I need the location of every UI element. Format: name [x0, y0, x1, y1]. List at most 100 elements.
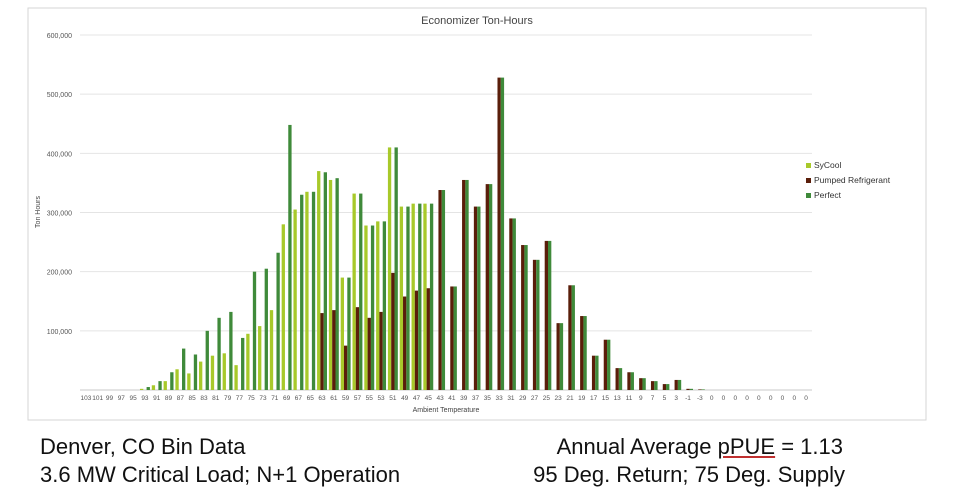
x-tick-label: 0 — [804, 395, 808, 402]
legend-label: Pumped Refrigerant — [814, 175, 891, 185]
x-tick-label: 95 — [130, 395, 138, 402]
bar-perfect — [229, 311, 233, 390]
bar-pumped-refrigerant — [686, 388, 690, 390]
bar-pumped-refrigerant — [556, 323, 560, 390]
y-tick-label: 400,000 — [47, 151, 72, 158]
x-tick-label: 49 — [401, 395, 409, 402]
bar-pumped-refrigerant — [379, 311, 383, 390]
x-tick-label: 69 — [283, 395, 291, 402]
bar-sycool — [340, 277, 344, 390]
x-tick-label: 75 — [248, 395, 256, 402]
bar-sycool — [187, 373, 191, 390]
bar-pumped-refrigerant — [414, 290, 419, 390]
caption-ppue-term: pPUE — [717, 434, 776, 459]
bar-sycool — [423, 203, 427, 391]
x-tick-label: 27 — [531, 395, 539, 402]
x-tick-label: 7 — [651, 395, 655, 402]
x-tick-label: -3 — [697, 395, 703, 402]
x-tick-label: 41 — [448, 395, 456, 402]
x-tick-label: 89 — [165, 395, 173, 402]
x-tick-label: 85 — [189, 395, 197, 402]
x-tick-label: 65 — [307, 395, 315, 402]
x-tick-label: 29 — [519, 395, 527, 402]
bar-perfect — [677, 379, 682, 390]
x-tick-label: 81 — [212, 395, 220, 402]
bar-perfect — [595, 355, 599, 390]
y-tick-label: 500,000 — [47, 92, 72, 99]
bar-perfect — [418, 203, 422, 391]
x-tick-label: 71 — [271, 395, 279, 402]
bar-pumped-refrigerant — [403, 296, 407, 390]
x-tick-label: 25 — [543, 395, 551, 402]
x-tick-label: 19 — [578, 395, 586, 402]
x-tick-label: 37 — [472, 395, 480, 402]
x-tick-label: -1 — [685, 395, 691, 402]
bar-sycool — [151, 385, 156, 390]
bar-perfect — [205, 330, 209, 390]
bar-pumped-refrigerant — [591, 355, 596, 390]
bar-pumped-refrigerant — [639, 378, 643, 390]
x-tick-label: 99 — [106, 395, 114, 402]
bar-sycool — [399, 206, 404, 390]
bar-sycool — [305, 191, 309, 390]
bar-pumped-refrigerant — [662, 384, 667, 390]
x-tick-label: 51 — [389, 395, 397, 402]
bar-pumped-refrigerant — [343, 345, 348, 391]
y-tick-label: 300,000 — [47, 211, 72, 218]
bar-pumped-refrigerant — [367, 317, 371, 390]
caption-load: 3.6 MW Critical Load; N+1 Operation — [40, 462, 401, 487]
bar-sycool — [139, 388, 144, 390]
x-tick-label: 13 — [614, 395, 622, 402]
bar-pumped-refrigerant — [391, 272, 395, 390]
x-tick-label: 79 — [224, 395, 232, 402]
x-tick-label: 73 — [259, 395, 267, 402]
bar-sycool — [281, 224, 285, 390]
x-tick-label: 3 — [674, 395, 678, 402]
bar-perfect — [182, 348, 186, 390]
x-tick-label: 31 — [507, 395, 515, 402]
bar-perfect — [252, 271, 257, 390]
x-tick-label: 17 — [590, 395, 598, 402]
x-tick-label: 59 — [342, 395, 350, 402]
y-tick-label: 100,000 — [47, 329, 72, 336]
bar-perfect — [347, 277, 351, 390]
bar-pumped-refrigerant — [544, 240, 549, 390]
bar-sycool — [246, 333, 250, 390]
bar-perfect — [359, 193, 363, 390]
bar-pumped-refrigerant — [462, 179, 466, 390]
bar-perfect — [300, 194, 304, 390]
bar-perfect — [370, 225, 375, 390]
x-tick-label: 57 — [354, 395, 362, 402]
bar-pumped-refrigerant — [450, 286, 454, 390]
legend-label: SyCool — [814, 160, 842, 170]
bar-pumped-refrigerant — [603, 339, 608, 390]
bar-pumped-refrigerant — [473, 206, 478, 390]
bar-perfect — [193, 354, 198, 390]
bar-pumped-refrigerant — [650, 381, 655, 391]
bar-sycool — [376, 221, 380, 391]
bar-perfect — [583, 316, 587, 390]
chart-title: Economizer Ton-Hours — [421, 15, 533, 27]
caption-ppue-prefix: Annual Average — [556, 434, 718, 459]
x-tick-label: 91 — [153, 395, 161, 402]
bar-perfect — [241, 337, 245, 390]
x-tick-label: 0 — [781, 395, 785, 402]
bar-pumped-refrigerant — [615, 368, 619, 390]
bar-pumped-refrigerant — [509, 218, 513, 390]
bar-perfect — [559, 323, 564, 390]
bar-perfect — [335, 178, 339, 390]
bar-perfect — [453, 286, 457, 390]
bar-sycool — [364, 225, 368, 390]
bar-perfect — [146, 387, 150, 390]
x-tick-label: 15 — [602, 395, 610, 402]
x-tick-label: 0 — [757, 395, 761, 402]
x-axis-label: Ambient Temperature — [413, 407, 480, 414]
caption-temperatures: 95 Deg. Return; 75 Deg. Supply — [533, 462, 845, 487]
economizer-chart: 100,000 200,000 300,000 400,000 500,000 600,0… — [27, 7, 927, 421]
y-tick-label: 200,000 — [47, 270, 72, 277]
bar-sycool — [234, 365, 238, 390]
bar-sycool — [258, 326, 262, 390]
bar-perfect — [264, 268, 268, 390]
bar-sycool — [328, 179, 333, 390]
bar-perfect — [689, 388, 693, 390]
